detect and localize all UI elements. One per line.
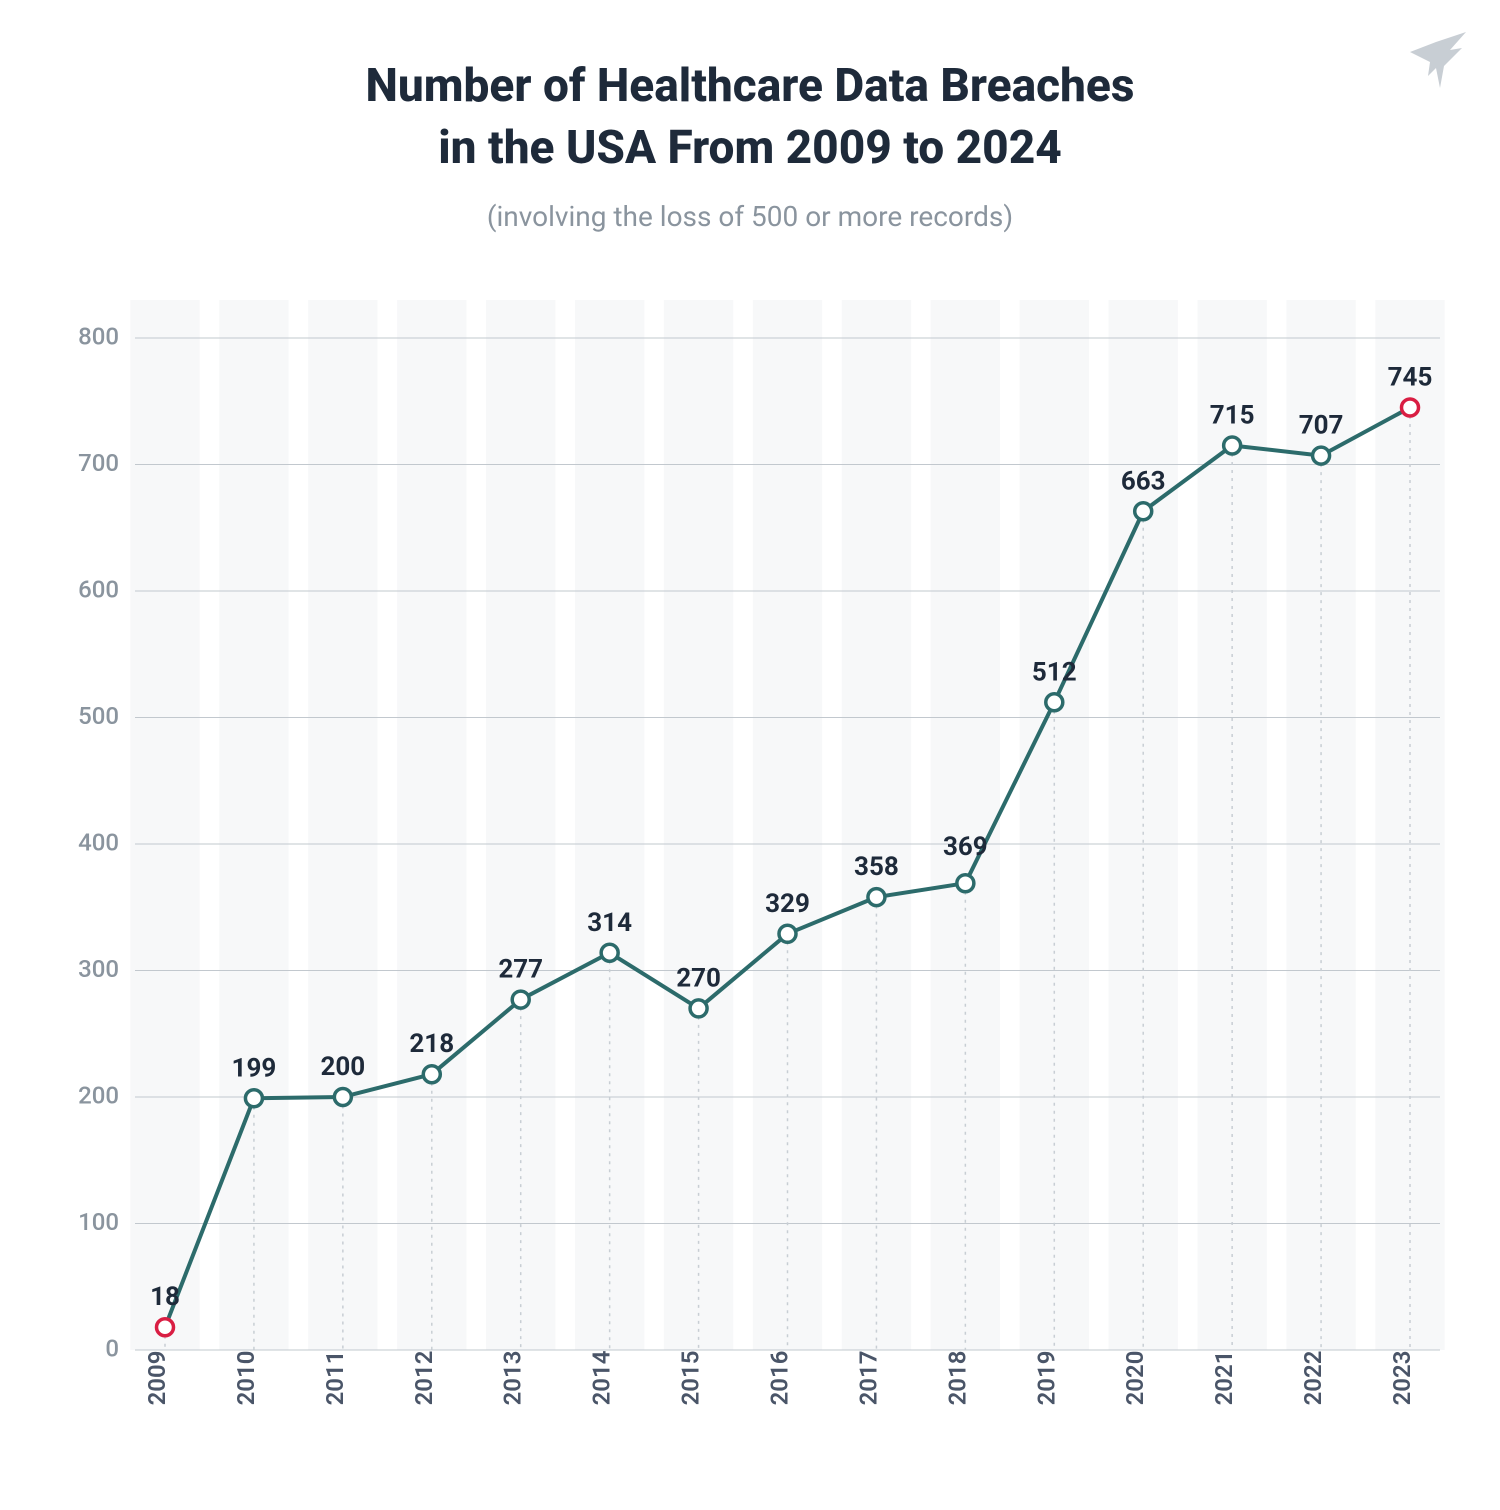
data-marker (957, 875, 974, 892)
data-point-label: 369 (943, 832, 988, 862)
x-axis-tick-label: 2014 (588, 1350, 616, 1405)
data-point-label: 715 (1210, 400, 1255, 430)
y-axis-tick-label: 600 (78, 575, 119, 603)
x-axis-tick-label: 2015 (677, 1351, 705, 1406)
data-marker (245, 1090, 262, 1107)
data-point-label: 707 (1299, 411, 1344, 441)
chart-title-line1: Number of Healthcare Data Breaches (366, 59, 1135, 113)
data-point-label: 270 (676, 963, 721, 993)
x-axis-tick-label: 2017 (854, 1351, 882, 1406)
data-marker (1402, 399, 1419, 416)
y-axis-tick-label: 200 (78, 1081, 119, 1109)
chart-title-line2: in the USA From 2009 to 2024 (438, 121, 1062, 175)
data-marker (334, 1088, 351, 1105)
x-axis-tick-label: 2011 (321, 1351, 349, 1406)
x-axis-tick-label: 2020 (1121, 1351, 1149, 1406)
x-axis-tick-label: 2022 (1299, 1351, 1327, 1406)
data-point-label: 200 (320, 1052, 365, 1082)
data-marker (779, 925, 796, 942)
data-marker (1313, 447, 1330, 464)
y-axis-tick-label: 500 (78, 702, 119, 730)
plot-band (130, 300, 199, 1350)
plot-band (397, 300, 466, 1350)
data-point-label: 358 (854, 852, 899, 882)
data-point-label: 277 (498, 955, 543, 985)
y-axis-tick-label: 700 (78, 449, 119, 477)
y-axis-tick-label: 100 (78, 1208, 119, 1236)
plot-band (664, 300, 733, 1350)
y-axis-tick-label: 300 (78, 955, 119, 983)
data-point-label: 663 (1121, 466, 1166, 496)
x-axis-tick-label: 2016 (766, 1351, 794, 1406)
y-axis-tick-label: 0 (105, 1334, 119, 1362)
x-axis-tick-label: 2021 (1210, 1351, 1238, 1406)
data-point-label: 199 (232, 1053, 277, 1083)
data-point-label: 329 (765, 889, 810, 919)
data-marker (601, 944, 618, 961)
x-axis-tick-label: 2019 (1032, 1351, 1060, 1406)
chart-subtitle: (involving the loss of 500 or more recor… (0, 200, 1500, 233)
y-axis-tick-label: 400 (78, 828, 119, 856)
x-axis-tick-label: 2010 (232, 1351, 260, 1406)
plot-band (842, 300, 911, 1350)
data-marker (1135, 503, 1152, 520)
data-marker (157, 1319, 174, 1336)
data-marker (690, 1000, 707, 1017)
plot-band (308, 300, 377, 1350)
plot-band (575, 300, 644, 1350)
data-point-label: 512 (1032, 657, 1077, 687)
data-point-label: 314 (587, 908, 632, 938)
data-marker (1046, 694, 1063, 711)
x-axis-tick-label: 2009 (143, 1351, 171, 1406)
plot-band (219, 300, 288, 1350)
plot-band (931, 300, 1000, 1350)
data-marker (423, 1066, 440, 1083)
data-point-label: 18 (150, 1282, 180, 1312)
chart-title: Number of Healthcare Data Breaches in th… (0, 55, 1500, 179)
x-axis-tick-label: 2012 (410, 1351, 438, 1406)
y-axis-tick-label: 800 (78, 322, 119, 350)
chart-plot-area: 0 100 200 300 400 500 600 700 800 18 199 200 218 277 3… (60, 290, 1460, 1460)
x-axis-tick-label: 2018 (943, 1351, 971, 1406)
data-point-label: 745 (1388, 363, 1433, 393)
data-marker (1224, 437, 1241, 454)
data-point-label: 218 (409, 1029, 454, 1059)
x-axis-tick-label: 2023 (1388, 1351, 1416, 1406)
data-marker (512, 991, 529, 1008)
data-marker (868, 889, 885, 906)
x-axis-tick-label: 2013 (499, 1351, 527, 1406)
